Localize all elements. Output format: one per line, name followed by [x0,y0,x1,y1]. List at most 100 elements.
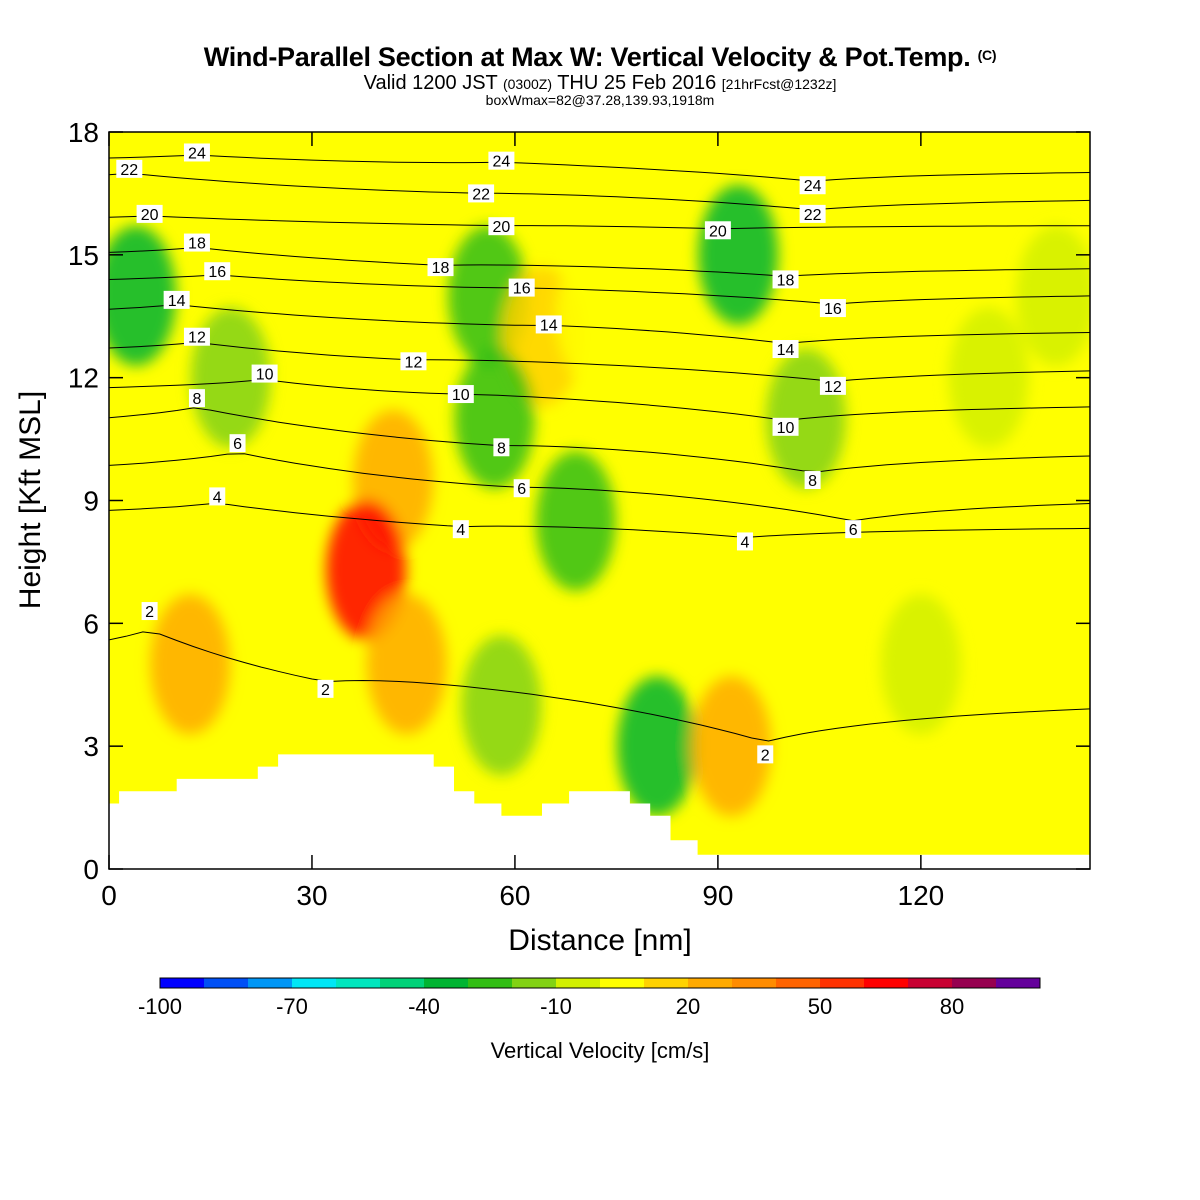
contour-label: 22 [468,184,495,203]
contour-label: 14 [772,340,799,359]
contour-label-text: 12 [824,379,842,396]
chart-title: Wind-Parallel Section at Max W: Vertical… [0,42,1200,73]
y-axis-label: Height [Kft MSL] [14,391,47,609]
chart-title-text: Wind-Parallel Section at Max W: Vertical… [203,42,971,72]
colorbar-swatch [512,978,557,988]
colorbar-swatch [776,978,821,988]
contour-label: 10 [251,364,278,384]
contour-label: 4 [452,520,469,539]
isentrope-line [109,453,1090,522]
x-tick-label: 0 [101,880,117,911]
colorbar-swatch [424,978,469,988]
contour-label: 10 [772,417,799,437]
contour-label-text: 22 [804,207,822,224]
isentrope-line [109,172,1090,210]
contour-label: 12 [400,352,427,371]
contour-label-text: 4 [213,489,222,506]
contour-label-text: 4 [741,534,750,551]
contour-label: 6 [229,434,246,453]
contour-label: 4 [209,487,226,506]
contour-label-text: 8 [192,391,201,408]
colorbar-swatch [908,978,953,988]
contour-label-text: 14 [777,342,795,359]
contour-label-text: 20 [709,223,727,240]
contour-label: 6 [845,520,862,539]
x-tick-label: 60 [499,880,530,911]
contour-label: 12 [819,376,846,396]
valid-fcst: [21hrFcst@1232z] [721,76,837,92]
contour-label: 18 [183,233,210,253]
colorbar-swatch [600,978,645,988]
contour-label: 2 [757,745,774,764]
x-tick-label: 120 [898,880,945,911]
contour-label: 22 [799,204,826,224]
vertical-velocity-field [109,132,1090,869]
contour-label: 24 [183,143,210,162]
contour-label-text: 6 [233,436,242,453]
contour-label-text: 14 [540,317,558,334]
contour-label-text: 2 [761,747,770,764]
contour-label-text: 6 [849,522,858,539]
isentrope-line [109,503,1090,538]
isentrope-line [109,215,1090,230]
colorbar: -100 -70 -40 -10 20 50 80 [138,977,1041,1019]
contour-label: 20 [704,221,731,240]
isentrope-line [109,407,1090,473]
contour-label-text: 12 [405,354,423,371]
terrain-mask [109,754,1090,869]
contour-label: 20 [488,217,515,236]
contour-label: 8 [804,471,821,490]
colorbar-label: Vertical Velocity [cm/s] [491,1038,710,1063]
isentrope-line [109,342,1090,382]
colorbar-swatch [996,978,1041,988]
velocity-cell [454,348,535,489]
x-tick-label: 90 [702,880,733,911]
contour-label: 24 [488,151,515,171]
contour-label-text: 24 [493,154,511,171]
isentrope-line [109,631,1090,742]
contour-label: 24 [799,176,826,195]
colorbar-swatch [644,978,689,988]
contour-label-text: 6 [517,481,526,498]
colorbar-swatch [160,978,205,988]
velocity-cell [698,184,779,325]
velocity-cell [366,594,447,735]
colorbar-swatch [292,978,337,988]
velocity-cell [535,450,616,591]
contour-label-text: 10 [452,387,470,404]
velocity-cell [948,307,1029,448]
colorbar-tick-label: 50 [808,994,832,1019]
isentrope-line [109,247,1090,277]
box-info: boxWmax=82@37.28,139.93,1918m [485,92,715,108]
contour-label: 2 [317,679,334,699]
colorbar-swatch [248,978,293,988]
x-axis-label: Distance [nm] [508,924,691,957]
valid-main: Valid 1200 JST [363,72,498,94]
velocity-cell [867,184,948,325]
contour-label-text: 24 [188,145,206,162]
contour-label-text: 16 [513,281,531,298]
x-tick-label: 30 [296,880,327,911]
contour-label-text: 8 [808,473,817,490]
contour-label-text: 14 [168,293,186,310]
contour-label-text: 18 [432,260,450,277]
velocity-cell [691,676,772,817]
colorbar-swatch [380,978,425,988]
velocity-cell [109,225,177,366]
contour-label: 10 [447,385,474,404]
y-tick-label: 18 [68,117,99,148]
colorbar-swatch [820,978,865,988]
y-tick-label: 15 [68,240,99,271]
y-tick-label: 9 [83,486,99,517]
colorbar-tick-label: -10 [540,994,572,1019]
contour-label-text: 12 [188,330,206,347]
contour-label-text: 20 [141,207,159,224]
colorbar-swatch [468,978,513,988]
y-tick-label: 0 [83,854,99,885]
y-tick-label: 12 [68,363,99,394]
contour-label: 14 [163,290,190,310]
valid-time-line: Valid 1200 JST (0300Z) THU 25 Feb 2016 [… [0,72,1200,95]
contour-label-text: 2 [145,604,154,621]
contour-label-text: 16 [208,264,226,281]
